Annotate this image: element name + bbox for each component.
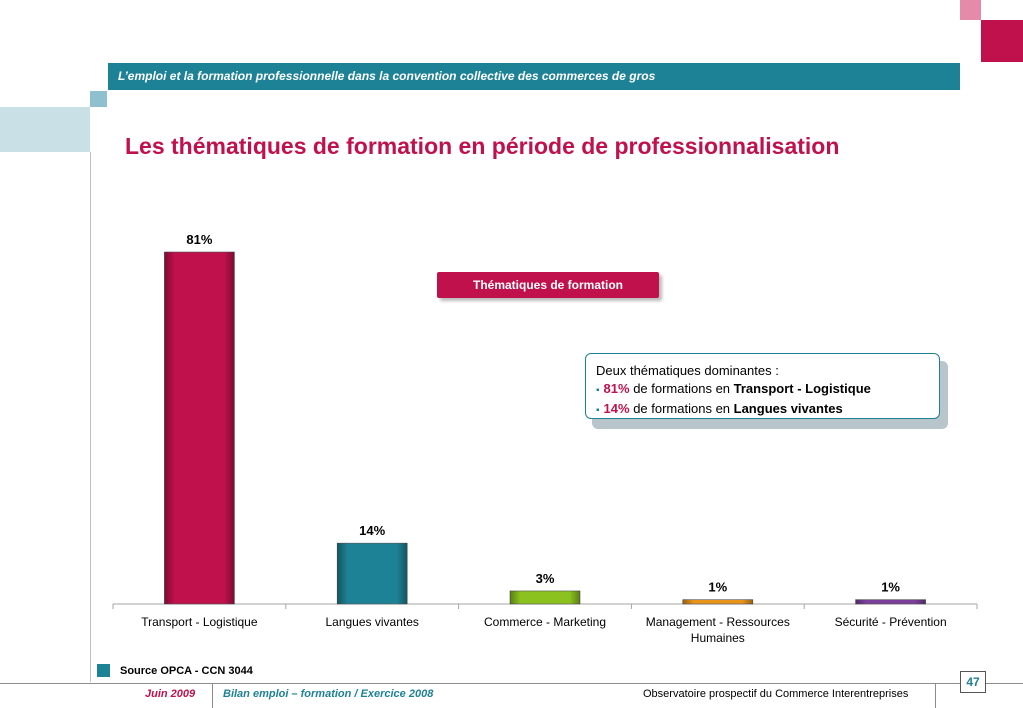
note-item-1-mid: de formations en	[629, 381, 734, 396]
category-label: Langues vivantes	[325, 615, 418, 629]
category-label: Transport - Logistique	[141, 615, 258, 629]
decorative-square-crimson	[981, 20, 1023, 62]
footer-separator	[212, 684, 213, 708]
bullet-icon: ▪	[596, 385, 600, 396]
data-label: 1%	[881, 580, 900, 595]
page-number: 47	[960, 671, 986, 693]
left-vertical-rule	[90, 152, 91, 682]
bar-shading	[682, 599, 753, 604]
note-item-1-pct: 81%	[603, 381, 630, 396]
bar-shading	[855, 599, 926, 604]
note-item-2-pct: 14%	[603, 401, 630, 416]
note-item-2-theme: Langues vivantes	[733, 401, 843, 416]
legend-label: Thématiques de formation	[437, 272, 659, 298]
note-item-1: ▪ 81% de formations en Transport - Logist…	[596, 380, 929, 400]
decorative-block-lightblue	[0, 107, 90, 152]
data-label: 14%	[359, 523, 385, 538]
category-label: Humaines	[691, 631, 745, 645]
bar-chart: 81% Transport - Logistique 14% Langues viva…	[112, 232, 978, 645]
category-label: Commerce - Marketing	[484, 615, 606, 629]
data-label: 3%	[536, 571, 555, 586]
source-square-icon	[97, 664, 110, 677]
footer-report: Bilan emploi – formation / Exercice 2008	[223, 688, 434, 700]
note-item-1-theme: Transport - Logistique	[733, 381, 871, 396]
data-label: 1%	[708, 580, 727, 595]
decorative-square-pink	[960, 0, 981, 20]
header-bar: L’emploi et la formation professionnelle…	[108, 63, 960, 90]
category-label: Sécurité - Prévention	[835, 615, 947, 629]
header-title: L’emploi et la formation professionnelle…	[118, 69, 656, 83]
note-item-2: ▪ 14% de formations en Langues vivantes	[596, 400, 929, 420]
bar-shading	[337, 543, 408, 604]
footer-separator	[935, 684, 936, 708]
footer-rule	[0, 683, 1023, 684]
note-item-2-mid: de formations en	[629, 401, 734, 416]
footer-date: Juin 2009	[145, 688, 196, 700]
category-label: Management - Ressources	[646, 615, 790, 629]
bullet-icon: ▪	[596, 405, 600, 416]
bar-shading	[164, 252, 235, 604]
note-intro: Deux thématiques dominantes :	[596, 363, 779, 378]
page-title: Les thématiques de formation en période …	[125, 133, 840, 159]
source-text: Source OPCA - CCN 3044	[120, 665, 253, 677]
data-label: 81%	[186, 232, 212, 247]
decorative-square-teal	[90, 91, 107, 107]
note-box: Deux thématiques dominantes : ▪ 81% de fo…	[585, 353, 940, 419]
footer-organization: Observatoire prospectif du Commerce Inte…	[643, 688, 909, 700]
bar-shading	[510, 590, 580, 604]
